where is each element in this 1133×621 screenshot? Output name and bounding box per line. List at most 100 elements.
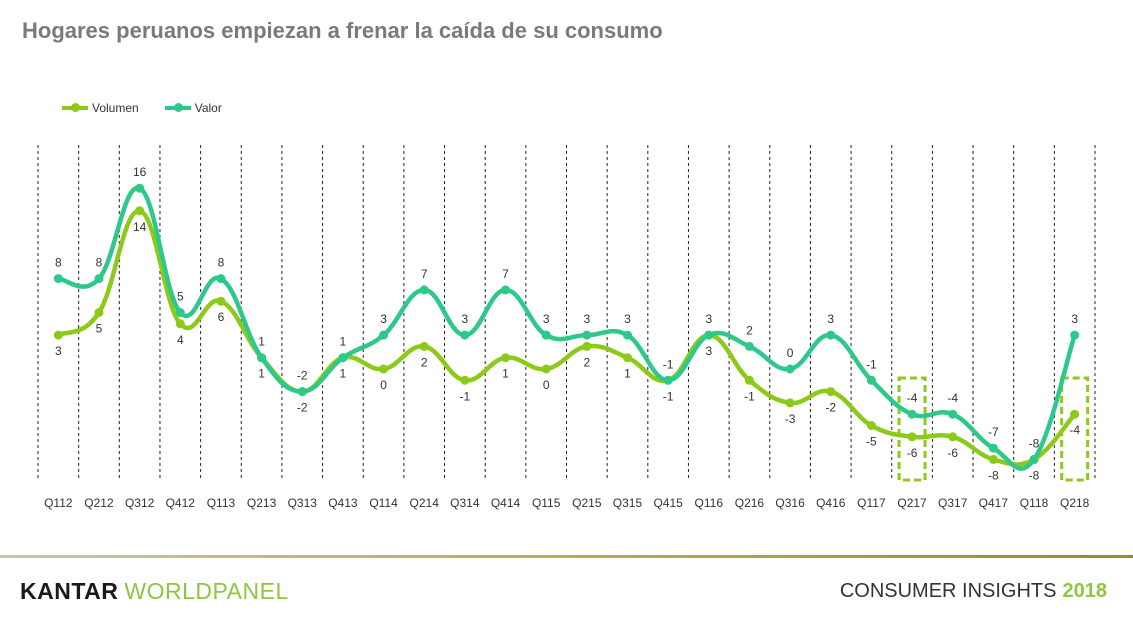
data-label-volumen: 2 — [421, 355, 428, 369]
data-label-volumen: -1 — [460, 389, 471, 403]
data-point-valor — [501, 285, 511, 295]
data-point-volumen — [379, 364, 389, 374]
x-tick-label: Q113 — [207, 496, 236, 510]
data-point-volumen — [135, 206, 145, 216]
data-point-valor — [988, 443, 998, 453]
data-point-valor — [826, 330, 836, 340]
data-point-volumen — [826, 387, 836, 397]
data-point-valor — [948, 409, 958, 419]
data-point-volumen — [541, 364, 551, 374]
data-label-valor: -2 — [297, 369, 308, 383]
data-point-valor — [744, 341, 754, 351]
data-label-volumen: -6 — [907, 446, 918, 460]
legend-swatch-volumen — [62, 103, 88, 112]
legend-label-valor: Valor — [194, 101, 222, 115]
x-tick-label: Q212 — [84, 496, 114, 510]
data-label-volumen: -3 — [785, 412, 796, 426]
data-point-valor — [1070, 330, 1080, 340]
x-tick-label: Q413 — [328, 496, 358, 510]
data-point-volumen — [622, 353, 632, 363]
data-label-volumen: 3 — [55, 344, 62, 358]
data-point-valor — [704, 330, 714, 340]
legend-item-volumen: Volumen — [62, 101, 139, 115]
x-tick-label: Q117 — [857, 496, 886, 510]
data-point-valor — [622, 330, 632, 340]
data-point-valor — [135, 183, 145, 193]
data-label-volumen: 3 — [705, 344, 712, 358]
x-tick-label: Q214 — [410, 496, 440, 510]
data-label-volumen: -5 — [866, 435, 877, 449]
data-label-valor: 8 — [96, 256, 103, 270]
data-label-volumen: 1 — [624, 367, 631, 381]
data-label-valor: 3 — [624, 312, 631, 326]
data-point-volumen — [94, 308, 104, 317]
data-point-volumen — [744, 375, 754, 385]
data-point-valor — [419, 285, 429, 295]
data-label-valor: 1 — [340, 335, 347, 349]
x-tick-label: Q116 — [695, 496, 724, 510]
data-point-volumen — [907, 432, 917, 442]
footer-divider — [0, 555, 1133, 558]
x-tick-label: Q312 — [125, 496, 155, 510]
data-label-valor: 3 — [462, 312, 469, 326]
data-point-volumen — [1070, 409, 1080, 419]
data-label-valor: 7 — [421, 267, 428, 281]
brand-logo: KANTAR WORLDPANEL — [20, 578, 289, 605]
data-point-valor — [1029, 454, 1039, 464]
data-point-valor — [53, 274, 63, 284]
data-point-valor — [907, 409, 917, 419]
x-tick-label: Q316 — [775, 496, 805, 510]
data-point-valor — [379, 330, 389, 340]
data-label-valor: 3 — [827, 312, 834, 326]
line-chart: Q112 Q212 Q312 Q412 Q113 Q213 Q313 Q413 Q114 Q214… — [37, 145, 1096, 510]
legend: Volumen Valor — [62, 101, 222, 115]
data-label-valor: -1 — [866, 357, 877, 371]
data-point-volumen — [948, 432, 958, 442]
data-label-valor: 16 — [133, 165, 147, 179]
data-point-volumen — [175, 319, 185, 329]
data-label-volumen: -6 — [947, 446, 958, 460]
x-tick-label: Q314 — [450, 496, 480, 510]
x-tick-label: Q114 — [369, 496, 398, 510]
legend-item-valor: Valor — [164, 101, 222, 115]
data-label-volumen: -1 — [663, 389, 674, 403]
data-label-valor: 1 — [258, 335, 265, 349]
data-label-volumen: 4 — [177, 333, 184, 347]
data-label-valor: 3 — [583, 312, 590, 326]
x-tick-label: Q213 — [247, 496, 277, 510]
x-tick-label: Q414 — [491, 496, 521, 510]
data-point-valor — [338, 353, 348, 363]
consumer-insights-label: CONSUMER INSIGHTS 2018 — [840, 580, 1107, 603]
insights-year: 2018 — [1062, 580, 1108, 602]
data-point-volumen — [216, 296, 226, 306]
x-tick-label: Q315 — [613, 496, 643, 510]
data-point-valor — [785, 364, 795, 374]
data-label-valor: 3 — [1071, 312, 1078, 326]
data-point-valor — [582, 330, 592, 340]
brand-name-part2: WORLDPANEL — [124, 578, 289, 604]
data-point-valor — [541, 330, 551, 340]
legend-swatch-valor — [164, 103, 191, 112]
x-tick-label: Q217 — [897, 496, 927, 510]
data-point-valor — [175, 308, 185, 317]
data-point-valor — [460, 330, 470, 340]
data-point-volumen — [866, 421, 876, 430]
data-point-valor — [216, 274, 226, 284]
x-tick-label: Q216 — [735, 496, 765, 510]
chart-title: Hogares peruanos empiezan a frenar la ca… — [22, 18, 663, 43]
data-label-volumen: 1 — [340, 367, 347, 381]
data-label-valor: 2 — [746, 323, 753, 337]
data-label-valor: -8 — [1029, 436, 1040, 450]
x-tick-label: Q412 — [166, 496, 196, 510]
data-label-valor: 7 — [502, 267, 509, 281]
data-label-valor: 8 — [55, 256, 62, 270]
data-label-volumen: 0 — [380, 378, 387, 392]
data-label-volumen: -8 — [988, 468, 999, 482]
x-tick-label: Q313 — [288, 496, 318, 510]
data-point-volumen — [582, 341, 592, 351]
data-label-volumen: -2 — [825, 401, 836, 415]
data-point-volumen — [501, 353, 511, 363]
data-label-valor: 5 — [177, 290, 184, 304]
data-label-volumen: 14 — [133, 220, 147, 234]
data-label-volumen: 2 — [583, 355, 590, 369]
